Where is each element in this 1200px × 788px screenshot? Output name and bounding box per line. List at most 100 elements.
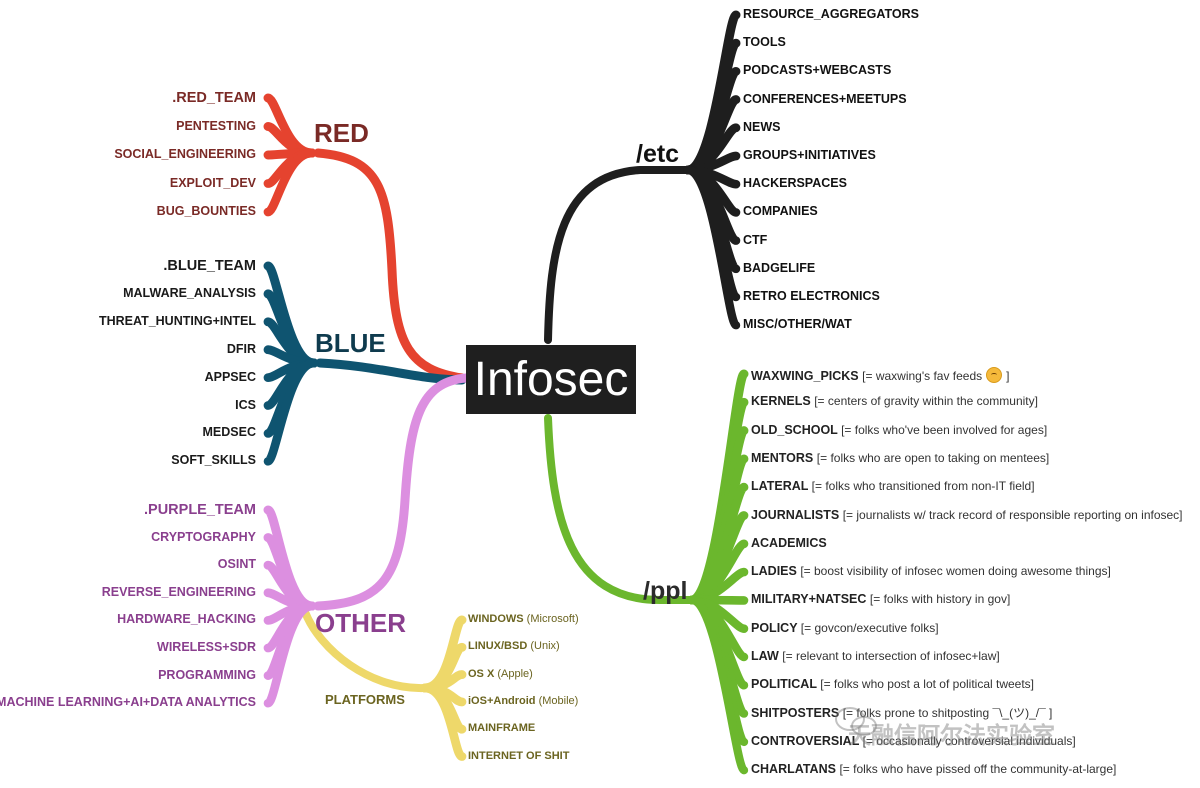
etc-item[interactable]: PODCASTS+WEBCASTS bbox=[743, 64, 891, 77]
red-item-label: BUG_BOUNTIES bbox=[156, 204, 256, 218]
ppl-trunk bbox=[544, 414, 696, 604]
etc-item-label: RETRO ELECTRONICS bbox=[743, 289, 880, 303]
other-item-label: OSINT bbox=[217, 557, 256, 572]
platform-item-name: WINDOWS bbox=[468, 613, 524, 625]
platform-item[interactable]: MAINFRAME bbox=[468, 723, 535, 734]
ppl-item[interactable]: ACADEMICS bbox=[751, 537, 827, 550]
etc-item[interactable]: HACKERSPACES bbox=[743, 177, 847, 190]
category-red[interactable]: RED bbox=[314, 118, 369, 148]
blue-item[interactable]: APPSEC bbox=[205, 370, 256, 384]
etc-item[interactable]: COMPANIES bbox=[743, 205, 818, 218]
etc-item-label: COMPANIES bbox=[743, 204, 818, 219]
blue-item[interactable]: MALWARE_ANALYSIS bbox=[123, 287, 256, 300]
red-item-label: EXPLOIT_DEV bbox=[169, 175, 256, 190]
other-item[interactable]: OSINT bbox=[218, 558, 256, 571]
blue-item[interactable]: SOFT_SKILLS bbox=[171, 454, 256, 467]
etc-item[interactable]: RESOURCE_AGGREGATORS bbox=[743, 8, 919, 21]
other-item[interactable]: MACHINE LEARNING+AI+DATA ANALYTICS bbox=[0, 696, 256, 709]
blue-item-label: MEDSEC bbox=[202, 425, 256, 440]
etc-item-label: CONFERENCES+MEETUPS bbox=[743, 91, 907, 106]
blue-branch-8 bbox=[263, 358, 319, 466]
category-platforms[interactable]: PLATFORMS bbox=[325, 692, 405, 707]
platform-item[interactable]: iOS+Android (Mobile) bbox=[468, 694, 578, 707]
ppl-item-name: ACADEMICS bbox=[751, 535, 827, 550]
red-item[interactable]: BUG_BOUNTIES bbox=[157, 205, 256, 218]
etc-item[interactable]: GROUPS+INITIATIVES bbox=[743, 149, 876, 162]
ppl-item[interactable]: POLICY [= govcon/executive folks] bbox=[751, 621, 939, 635]
etc-item-label: BADGELIFE bbox=[743, 260, 816, 275]
category-ppl[interactable]: /ppl bbox=[643, 577, 688, 605]
etc-item[interactable]: CONFERENCES+MEETUPS bbox=[743, 91, 907, 106]
ppl-item-name: MENTORS bbox=[751, 450, 814, 465]
platform-item[interactable]: LINUX/BSD (Unix) bbox=[468, 641, 560, 652]
etc-item-label: MISC/OTHER/WAT bbox=[743, 317, 852, 332]
blue-item[interactable]: THREAT_HUNTING+INTEL bbox=[99, 315, 256, 328]
other-trunk bbox=[313, 373, 471, 611]
ppl-item[interactable]: LADIES [= boost visibility of infosec wo… bbox=[751, 565, 1111, 578]
ppl-item[interactable]: SHITPOSTERS [= folks prone to shitpostin… bbox=[751, 705, 1052, 720]
ppl-item[interactable]: LATERAL [= folks who transitioned from n… bbox=[751, 480, 1035, 493]
ppl-item[interactable]: JOURNALISTS [= journalists w/ track reco… bbox=[751, 507, 1183, 522]
etc-item[interactable]: CTF bbox=[743, 232, 768, 247]
category-etc[interactable]: /etc bbox=[636, 140, 680, 168]
other-item-label: MACHINE LEARNING+AI+DATA ANALYTICS bbox=[0, 695, 256, 710]
ppl-item-note: [= folks with history in gov] bbox=[869, 592, 1011, 607]
category-other[interactable]: OTHER bbox=[315, 608, 406, 638]
ppl-item[interactable]: POLITICAL [= folks who post a lot of pol… bbox=[751, 678, 1034, 691]
blue-item[interactable]: DFIR bbox=[226, 341, 256, 356]
blue-item[interactable]: ICS bbox=[235, 398, 256, 412]
etc-item-label: CTF bbox=[743, 232, 768, 247]
category-blue[interactable]: BLUE bbox=[315, 328, 386, 358]
ppl-item[interactable]: CHARLATANS [= folks who have pissed off … bbox=[751, 763, 1116, 776]
other-item-label: REVERSE_ENGINEERING bbox=[101, 584, 256, 599]
other-item[interactable]: PROGRAMMING bbox=[158, 668, 256, 682]
other-branch-8 bbox=[263, 601, 317, 708]
other-item-label: CRYPTOGRAPHY bbox=[151, 529, 256, 544]
ppl-item-note: [= occasionally controversial individual… bbox=[862, 733, 1076, 748]
etc-trunk bbox=[544, 166, 692, 344]
ppl-item-note: [= folks who are open to taking on mente… bbox=[816, 450, 1050, 465]
other-item[interactable]: REVERSE_ENGINEERING bbox=[102, 586, 256, 599]
ppl-item[interactable]: KERNELS [= centers of gravity within the… bbox=[751, 395, 1038, 408]
central-node-infosec[interactable]: Infosec bbox=[466, 345, 636, 414]
wechat-icon bbox=[835, 707, 877, 736]
platform-item[interactable]: WINDOWS (Microsoft) bbox=[468, 614, 579, 625]
platform-item[interactable]: INTERNET OF SHIT bbox=[468, 750, 569, 762]
etc-item-label: NEWS bbox=[743, 119, 781, 134]
blue-item[interactable]: MEDSEC bbox=[203, 426, 256, 439]
ppl-item[interactable]: MILITARY+NATSEC [= folks with history in… bbox=[751, 593, 1010, 606]
etc-item[interactable]: MISC/OTHER/WAT bbox=[743, 318, 852, 331]
red-item[interactable]: .RED_TEAM bbox=[172, 91, 256, 106]
ppl-item-note: [= folks who post a lot of political twe… bbox=[820, 677, 1035, 692]
ppl-item[interactable]: WAXWING_PICKS [= waxwing's fav feeds] bbox=[751, 367, 1010, 383]
red-item-label: PENTESTING bbox=[176, 118, 256, 133]
blue-item[interactable]: .BLUE_TEAM bbox=[163, 259, 256, 274]
ppl-item-name: OLD_SCHOOL bbox=[751, 422, 838, 437]
red-item[interactable]: PENTESTING bbox=[176, 118, 256, 133]
ppl-item-name: JOURNALISTS bbox=[751, 507, 840, 522]
red-item[interactable]: EXPLOIT_DEV bbox=[169, 175, 256, 190]
ppl-item[interactable]: MENTORS [= folks who are open to taking … bbox=[751, 452, 1049, 465]
ppl-item-note: [= folks who transitioned from non-IT fi… bbox=[811, 479, 1035, 494]
red-item[interactable]: SOCIAL_ENGINEERING bbox=[114, 148, 256, 161]
platform-item-name: iOS+Android bbox=[468, 694, 536, 707]
ppl-item-name: LAW bbox=[751, 649, 779, 663]
blue-item-label: THREAT_HUNTING+INTEL bbox=[98, 313, 256, 328]
ppl-item[interactable]: LAW [= relevant to intersection of infos… bbox=[751, 650, 1000, 663]
ppl-item-name: SHITPOSTERS bbox=[751, 705, 840, 720]
platform-item[interactable]: OS X (Apple) bbox=[468, 668, 533, 680]
blue-item-label: DFIR bbox=[226, 341, 256, 356]
platform-item-note: (Unix) bbox=[530, 640, 560, 653]
etc-item[interactable]: BADGELIFE bbox=[743, 262, 815, 275]
ppl-item[interactable]: CONTROVERSIAL [= occasionally controvers… bbox=[751, 735, 1076, 748]
other-item[interactable]: WIRELESS+SDR bbox=[157, 641, 256, 654]
other-item[interactable]: HARDWARE_HACKING bbox=[117, 613, 256, 626]
etc-item[interactable]: RETRO ELECTRONICS bbox=[743, 290, 880, 303]
other-item[interactable]: CRYPTOGRAPHY bbox=[151, 529, 256, 544]
ppl-branch-15 bbox=[687, 595, 749, 775]
ppl-item-note: [= folks who have pissed off the communi… bbox=[839, 762, 1117, 777]
etc-item[interactable]: NEWS bbox=[743, 121, 781, 134]
ppl-item[interactable]: OLD_SCHOOL [= folks who've been involved… bbox=[751, 422, 1047, 437]
other-item[interactable]: .PURPLE_TEAM bbox=[144, 503, 256, 518]
etc-item[interactable]: TOOLS bbox=[743, 36, 786, 49]
